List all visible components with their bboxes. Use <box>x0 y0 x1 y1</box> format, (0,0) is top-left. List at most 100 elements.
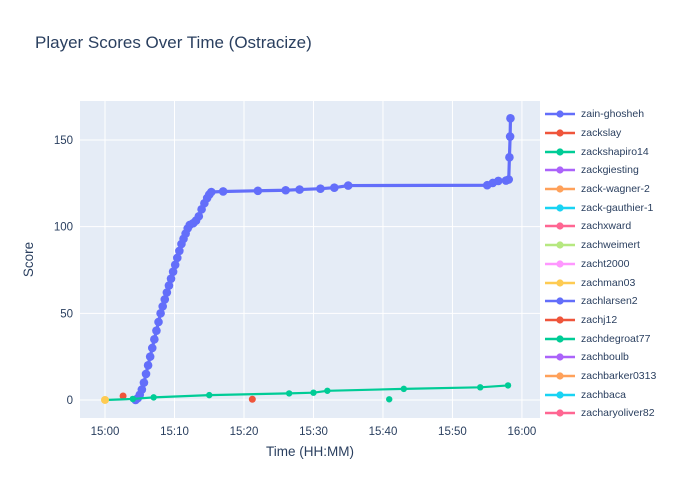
series-marker-zackshapiro14 <box>285 390 293 397</box>
legend-item-label: zack-gauthier-1 <box>581 201 654 214</box>
series-marker-zachman03 <box>101 395 110 404</box>
plot-area[interactable] <box>80 101 540 418</box>
series-marker-zachdegroat77 <box>386 396 393 403</box>
legend-item-zachlarsen2[interactable]: zachlarsen2 <box>545 292 695 311</box>
legend-item-zackshapiro14[interactable]: zackshapiro14 <box>545 142 695 161</box>
series-marker-zain-ghosheh <box>218 187 228 196</box>
series-marker-zain-ghosheh <box>139 378 149 387</box>
legend-item-zachdegroat77[interactable]: zachdegroat77 <box>545 329 695 348</box>
x-tick-label: 15:20 <box>230 426 259 438</box>
legend-line-marker-icon <box>545 148 575 156</box>
series-marker-zackshapiro14 <box>150 394 157 401</box>
series-marker-zain-ghosheh <box>166 274 176 283</box>
legend-item-label: zack-wagner-2 <box>581 183 650 196</box>
legend-item-zachweimert[interactable]: zachweimert <box>545 236 695 255</box>
legend-item-zachj12[interactable]: zachj12 <box>545 311 695 330</box>
series-marker-zain-ghosheh <box>506 114 515 123</box>
legend-line-marker-icon <box>545 129 575 137</box>
series-marker-zachj12 <box>248 395 256 403</box>
series-marker-zackshapiro14 <box>504 382 512 389</box>
series-marker-zain-ghosheh <box>505 153 514 162</box>
series-marker-zain-ghosheh <box>156 309 165 318</box>
x-tick-label: 15:50 <box>438 426 467 438</box>
legend-item-label: zachbarker0313 <box>581 369 657 382</box>
series-marker-zain-ghosheh <box>158 302 167 311</box>
legend-item-zackgiesting[interactable]: zackgiesting <box>545 161 695 180</box>
series-marker-zain-ghosheh <box>207 187 216 197</box>
legend-item-label: zachboulb <box>581 351 629 364</box>
series-marker-zain-ghosheh <box>141 369 151 379</box>
legend-line-marker-icon <box>545 110 575 118</box>
series-marker-zain-ghosheh <box>162 288 172 297</box>
legend-item-zachbaca[interactable]: zachbaca <box>545 385 695 404</box>
series-marker-zackshapiro14 <box>477 384 484 391</box>
series-marker-zain-ghosheh <box>343 181 353 190</box>
y-tick-label: 100 <box>54 222 73 234</box>
legend-item-label: zackslay <box>581 127 622 140</box>
series-marker-zain-ghosheh <box>295 185 304 194</box>
series-marker-zain-ghosheh <box>154 317 163 327</box>
legend-line-marker-icon <box>545 241 575 249</box>
legend-line-marker-icon <box>545 278 575 287</box>
legend-item-zachboulb[interactable]: zachboulb <box>545 348 695 367</box>
series-marker-zain-ghosheh <box>330 183 339 192</box>
series-marker-zain-ghosheh <box>168 267 178 277</box>
x-tick-label: 16:00 <box>508 426 537 438</box>
legend-item-zachbarker0313[interactable]: zachbarker0313 <box>545 367 695 386</box>
legend-line-marker-icon <box>545 316 575 324</box>
series-marker-zain-ghosheh <box>147 343 157 353</box>
legend-item-label: zain-ghosheh <box>581 108 645 121</box>
legend-item-zackslay[interactable]: zackslay <box>545 124 695 143</box>
legend-line-marker-icon <box>545 260 575 268</box>
legend-line-marker-icon <box>545 334 575 343</box>
y-tick-label: 150 <box>54 135 73 147</box>
series-marker-zain-ghosheh <box>170 260 180 270</box>
legend-item-zachxward[interactable]: zachxward <box>545 217 695 236</box>
legend-item-zack-gauthier-1[interactable]: zack-gauthier-1 <box>545 198 695 217</box>
series-marker-zain-ghosheh <box>160 295 170 304</box>
x-tick-label: 15:40 <box>369 426 398 438</box>
series-marker-zackshapiro14 <box>324 387 331 394</box>
y-tick-label: 0 <box>67 395 73 407</box>
legend-line-marker-icon <box>545 222 575 231</box>
legend-line-marker-icon <box>545 372 575 380</box>
legend-line-marker-icon <box>545 204 575 212</box>
legend-line-marker-icon <box>545 391 575 399</box>
legend-item-zain-ghosheh[interactable]: zain-ghosheh <box>545 105 695 124</box>
series-marker-zain-ghosheh <box>494 176 503 186</box>
legend-item-label: zachlarsen2 <box>581 295 638 308</box>
legend-line-marker-icon <box>545 409 575 417</box>
y-tick-label: 50 <box>60 308 73 320</box>
legend-item-label: zacharyoliver82 <box>581 407 655 420</box>
x-tick-label: 15:30 <box>299 426 328 438</box>
chart-title: Player Scores Over Time (Ostracize) <box>35 33 312 52</box>
legend-line-marker-icon <box>545 185 575 193</box>
legend-item-label: zachman03 <box>581 276 636 289</box>
series-marker-zain-ghosheh <box>253 186 263 196</box>
series-marker-zain-ghosheh <box>281 185 290 195</box>
series-marker-zain-ghosheh <box>145 352 155 361</box>
legend-item-zacharyoliver82[interactable]: zacharyoliver82 <box>545 404 695 423</box>
legend-item-zachman03[interactable]: zachman03 <box>545 273 695 292</box>
series-marker-zackshapiro14 <box>206 391 213 399</box>
legend-item-label: zacht2000 <box>581 257 630 270</box>
legend-item-label: zachj12 <box>581 313 618 326</box>
series-marker-zackshapiro14 <box>310 389 317 396</box>
series-marker-zain-ghosheh <box>137 385 147 394</box>
x-tick-label: 15:10 <box>160 426 189 438</box>
legend-line-marker-icon <box>545 297 575 305</box>
x-axis-title: Time (HH:MM) <box>266 444 354 459</box>
legend-item-label: zackgiesting <box>581 164 639 177</box>
legend-item-label: zachxward <box>581 220 632 233</box>
series-marker-zackshapiro14 <box>400 385 408 393</box>
y-axis-title: Score <box>21 242 36 277</box>
x-tick-label: 15:00 <box>91 426 120 438</box>
legend-item-label: zachdegroat77 <box>581 332 651 345</box>
legend-item-zack-wagner-2[interactable]: zack-wagner-2 <box>545 180 695 199</box>
legend-item-label: zachweimert <box>581 239 640 252</box>
legend-item-label: zachbaca <box>581 388 626 401</box>
series-marker-zain-ghosheh <box>150 335 159 344</box>
legend-item-zacht2000[interactable]: zacht2000 <box>545 255 695 274</box>
